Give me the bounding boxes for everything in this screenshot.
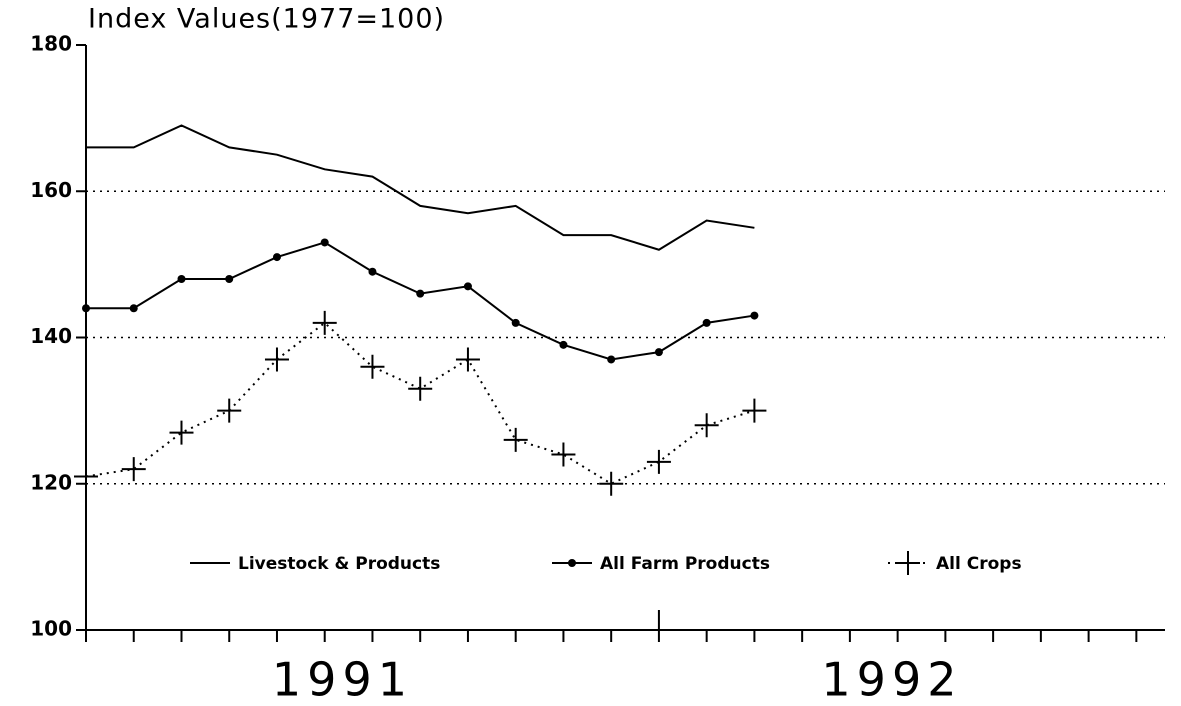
point	[177, 275, 186, 283]
year-label: 1992	[821, 653, 962, 706]
point	[702, 318, 711, 327]
point	[320, 238, 329, 247]
legend-label: All Farm Products	[600, 554, 770, 574]
point	[646, 449, 671, 474]
legend-marker	[896, 551, 920, 575]
point	[74, 464, 98, 489]
point	[272, 253, 281, 262]
point	[416, 289, 425, 298]
y-tick-label: 120	[30, 470, 72, 494]
point	[264, 347, 289, 372]
series-line	[86, 241, 755, 361]
point	[607, 355, 616, 364]
y-tick-label: 140	[30, 324, 72, 348]
legend-marker	[568, 559, 576, 567]
series-line	[86, 124, 755, 251]
point	[368, 267, 377, 276]
point	[129, 304, 138, 313]
point	[750, 311, 759, 320]
point	[503, 427, 528, 452]
point	[463, 282, 472, 291]
point	[82, 304, 90, 313]
point	[742, 398, 767, 423]
y-tick-label: 160	[30, 178, 72, 202]
legend-label: Livestock & Products	[238, 554, 440, 574]
point	[559, 340, 568, 349]
point	[455, 347, 480, 372]
point	[599, 471, 624, 496]
point	[121, 457, 146, 482]
legend-label: All Crops	[936, 554, 1022, 574]
point	[169, 420, 194, 445]
point	[225, 275, 234, 283]
series-line	[85, 321, 755, 485]
y-tick-label: 180	[30, 32, 72, 56]
y-tick-label: 100	[30, 617, 72, 641]
point	[312, 310, 337, 335]
point	[217, 398, 242, 423]
point	[360, 354, 385, 379]
year-label: 1991	[272, 653, 413, 706]
point	[551, 442, 576, 467]
point	[694, 413, 719, 438]
point	[654, 348, 663, 357]
point	[408, 376, 433, 401]
point	[511, 318, 520, 327]
chart-title: Index Values(1977=100)	[88, 4, 445, 35]
